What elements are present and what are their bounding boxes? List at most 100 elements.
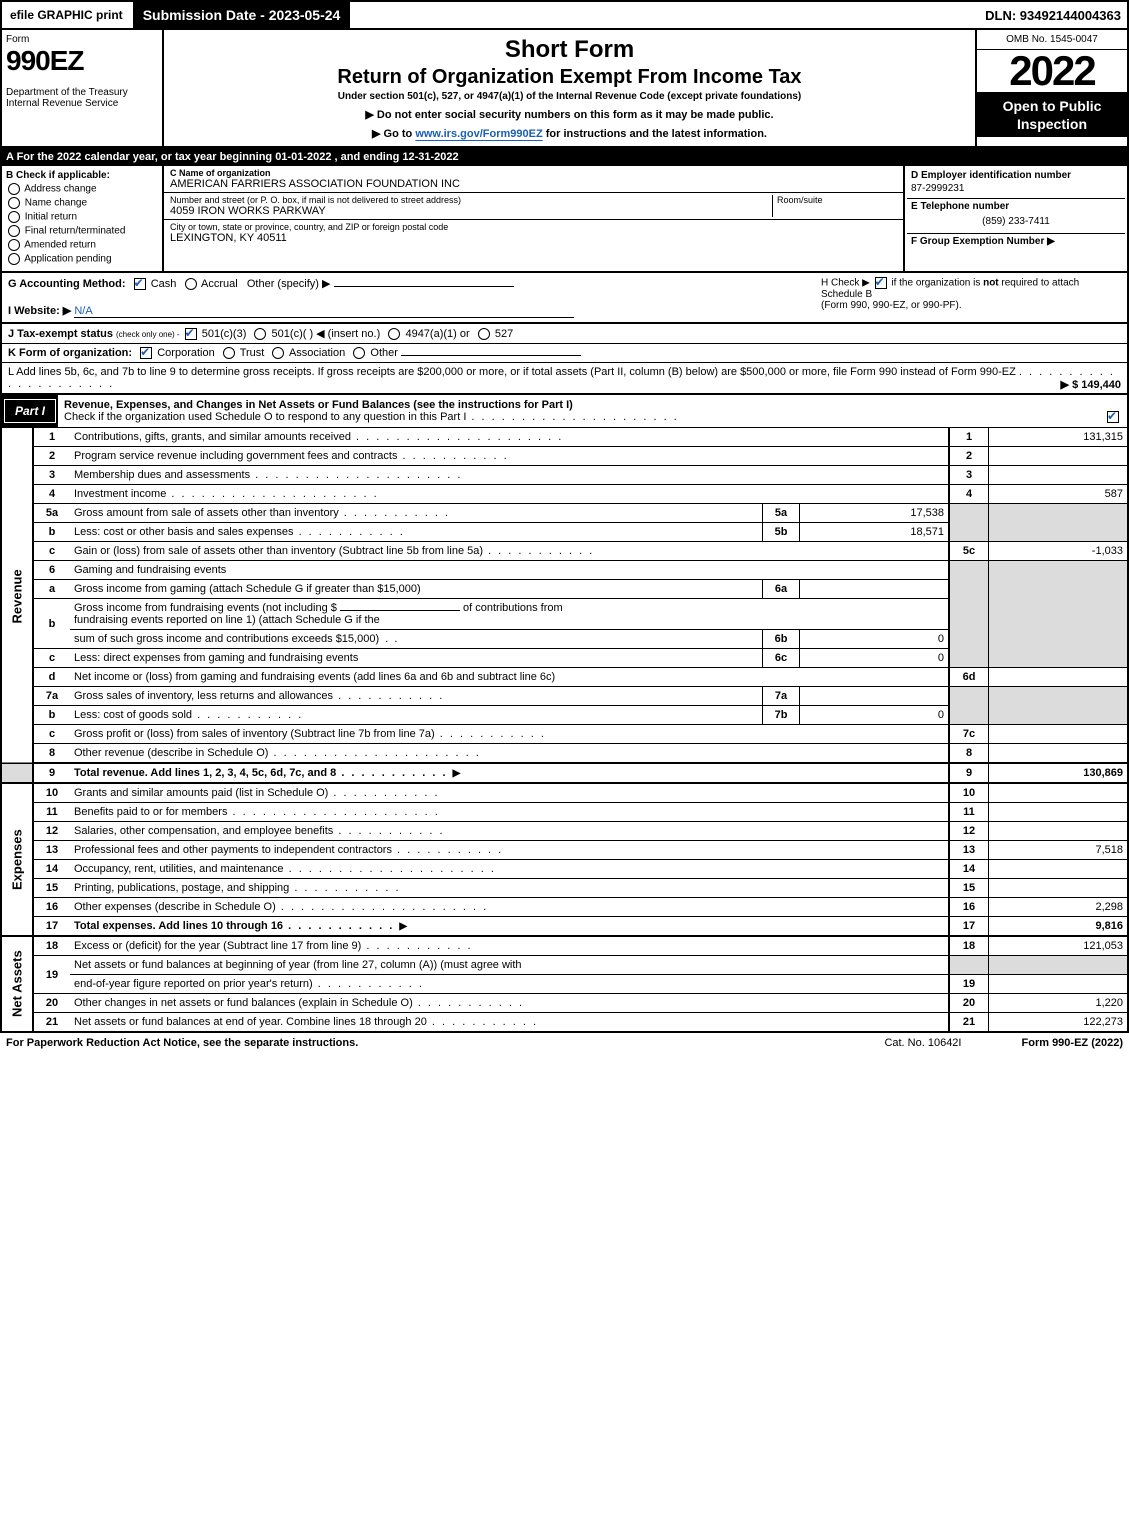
chk-part1-o[interactable] <box>1107 411 1119 423</box>
l20-v: 1,220 <box>989 994 1129 1013</box>
l6b-v: 0 <box>800 630 950 649</box>
chk-trust[interactable] <box>223 347 235 359</box>
header-left: Form 990EZ Department of the Treasury In… <box>2 30 164 146</box>
l16-d: Other expenses (describe in Schedule O) <box>74 901 276 913</box>
irs-link[interactable]: www.irs.gov/Form990EZ <box>415 128 542 140</box>
h-not: not <box>983 278 999 289</box>
l19-d2: end-of-year figure reported on prior yea… <box>74 978 313 990</box>
section-bcdef: B Check if applicable: Address change Na… <box>0 166 1129 273</box>
chk-corp[interactable] <box>140 347 152 359</box>
note-link-post: for instructions and the latest informat… <box>543 128 767 140</box>
city-label: City or town, state or province, country… <box>170 222 897 232</box>
l6c-d: Less: direct expenses from gaming and fu… <box>70 649 763 668</box>
l12-v <box>989 822 1129 841</box>
l-text: L Add lines 5b, 6c, and 7b to line 9 to … <box>8 366 1016 378</box>
efile-label[interactable]: efile GRAPHIC print <box>2 4 131 26</box>
l6b-input[interactable] <box>340 610 460 611</box>
part1-check-text: Check if the organization used Schedule … <box>64 411 466 423</box>
l3-v <box>989 466 1129 485</box>
part1-title: Revenue, Expenses, and Changes in Net As… <box>58 395 1127 427</box>
l6d-d: Net income or (loss) from gaming and fun… <box>70 668 949 687</box>
k-label: K Form of organization: <box>8 347 132 359</box>
top-bar: efile GRAPHIC print Submission Date - 20… <box>0 0 1129 30</box>
chk-cash[interactable] <box>134 278 146 290</box>
chk-accrual[interactable] <box>185 278 197 290</box>
l7b-v: 0 <box>800 706 950 725</box>
l11-v <box>989 803 1129 822</box>
chk-501c3[interactable] <box>185 328 197 340</box>
l4-d: Investment income <box>74 488 166 500</box>
l4-v: 587 <box>989 485 1129 504</box>
k-other-input[interactable] <box>401 355 581 356</box>
l5c-v: -1,033 <box>989 542 1129 561</box>
l-amount: ▶ $ 149,440 <box>1061 378 1121 391</box>
website-val[interactable]: N/A <box>74 305 574 318</box>
h-block: H Check ▶ if the organization is not req… <box>821 277 1121 318</box>
l7a-d: Gross sales of inventory, less returns a… <box>74 690 333 702</box>
chk-initial[interactable]: Initial return <box>6 211 158 223</box>
l7c-d: Gross profit or (loss) from sales of inv… <box>74 728 435 740</box>
note-ssn: ▶ Do not enter social security numbers o… <box>172 108 967 121</box>
dept-label: Department of the Treasury Internal Reve… <box>6 87 158 109</box>
row-gh: G Accounting Method: Cash Accrual Other … <box>0 273 1129 324</box>
chk-final[interactable]: Final return/terminated <box>6 225 158 237</box>
l6b-d3: fundraising events reported on line 1) (… <box>74 614 380 626</box>
chk-501c[interactable] <box>254 328 266 340</box>
l1-d: Contributions, gifts, grants, and simila… <box>74 431 351 443</box>
note-link-pre: ▶ Go to <box>372 128 415 140</box>
l21-d: Net assets or fund balances at end of ye… <box>74 1016 427 1028</box>
k-o4: Other <box>370 347 398 359</box>
subtitle: Under section 501(c), 527, or 4947(a)(1)… <box>172 91 967 102</box>
h-l2: if the organization is <box>889 278 984 289</box>
part1-label: Part I <box>4 399 56 423</box>
header-center: Short Form Return of Organization Exempt… <box>164 30 975 146</box>
i-label: I Website: ▶ <box>8 305 71 317</box>
l13-v: 7,518 <box>989 841 1129 860</box>
l21-v: 122,273 <box>989 1013 1129 1033</box>
note-link: ▶ Go to www.irs.gov/Form990EZ for instru… <box>172 127 967 140</box>
form-number: 990EZ <box>6 45 158 77</box>
f-label: F Group Exemption Number ▶ <box>911 236 1055 247</box>
l18-v: 121,053 <box>989 936 1129 956</box>
chk-527[interactable] <box>478 328 490 340</box>
g-other-input[interactable] <box>334 286 514 287</box>
chk-h[interactable] <box>875 277 887 289</box>
sidebar-expenses: Expenses <box>1 783 33 936</box>
k-o2: Trust <box>240 347 265 359</box>
g-accrual: Accrual <box>201 278 238 290</box>
g-label: G Accounting Method: <box>8 278 126 290</box>
j-sub: (check only one) - <box>116 330 180 339</box>
chk-address[interactable]: Address change <box>6 183 158 195</box>
part1-title-text: Revenue, Expenses, and Changes in Net As… <box>64 399 573 411</box>
open-inspection: Open to Public Inspection <box>977 93 1127 137</box>
chk-name[interactable]: Name change <box>6 197 158 209</box>
chk-assoc[interactable] <box>272 347 284 359</box>
col-def: D Employer identification number 87-2999… <box>905 166 1127 271</box>
k-o1: Corporation <box>157 347 214 359</box>
row-l: L Add lines 5b, 6c, and 7b to line 9 to … <box>0 363 1129 395</box>
chk-pending[interactable]: Application pending <box>6 253 158 265</box>
chk-other-org[interactable] <box>353 347 365 359</box>
chk-amended[interactable]: Amended return <box>6 239 158 251</box>
l15-d: Printing, publications, postage, and shi… <box>74 882 289 894</box>
l5c-d: Gain or (loss) from sale of assets other… <box>74 545 483 557</box>
footer-left: For Paperwork Reduction Act Notice, see … <box>6 1037 358 1049</box>
room-label: Room/suite <box>777 195 897 205</box>
j-o1: 501(c)(3) <box>202 328 247 340</box>
col-c: C Name of organization AMERICAN FARRIERS… <box>164 166 905 271</box>
j-o3: 4947(a)(1) or <box>405 328 469 340</box>
l5b-d: Less: cost or other basis and sales expe… <box>74 526 294 538</box>
sidebar-revenue: Revenue <box>1 428 33 764</box>
title-return: Return of Organization Exempt From Incom… <box>172 66 967 89</box>
d-val: 87-2999231 <box>911 181 1121 196</box>
l7c-v <box>989 725 1129 744</box>
l9-v: 130,869 <box>989 763 1129 783</box>
l9-d: Total revenue. Add lines 1, 2, 3, 4, 5c,… <box>74 767 336 779</box>
chk-4947[interactable] <box>388 328 400 340</box>
l14-v <box>989 860 1129 879</box>
l2-d: Program service revenue including govern… <box>74 450 397 462</box>
l19-v <box>989 975 1129 994</box>
footer-right: Form 990-EZ (2022) <box>1022 1037 1124 1049</box>
l6c-v: 0 <box>800 649 950 668</box>
l18-d: Excess or (deficit) for the year (Subtra… <box>74 940 361 952</box>
